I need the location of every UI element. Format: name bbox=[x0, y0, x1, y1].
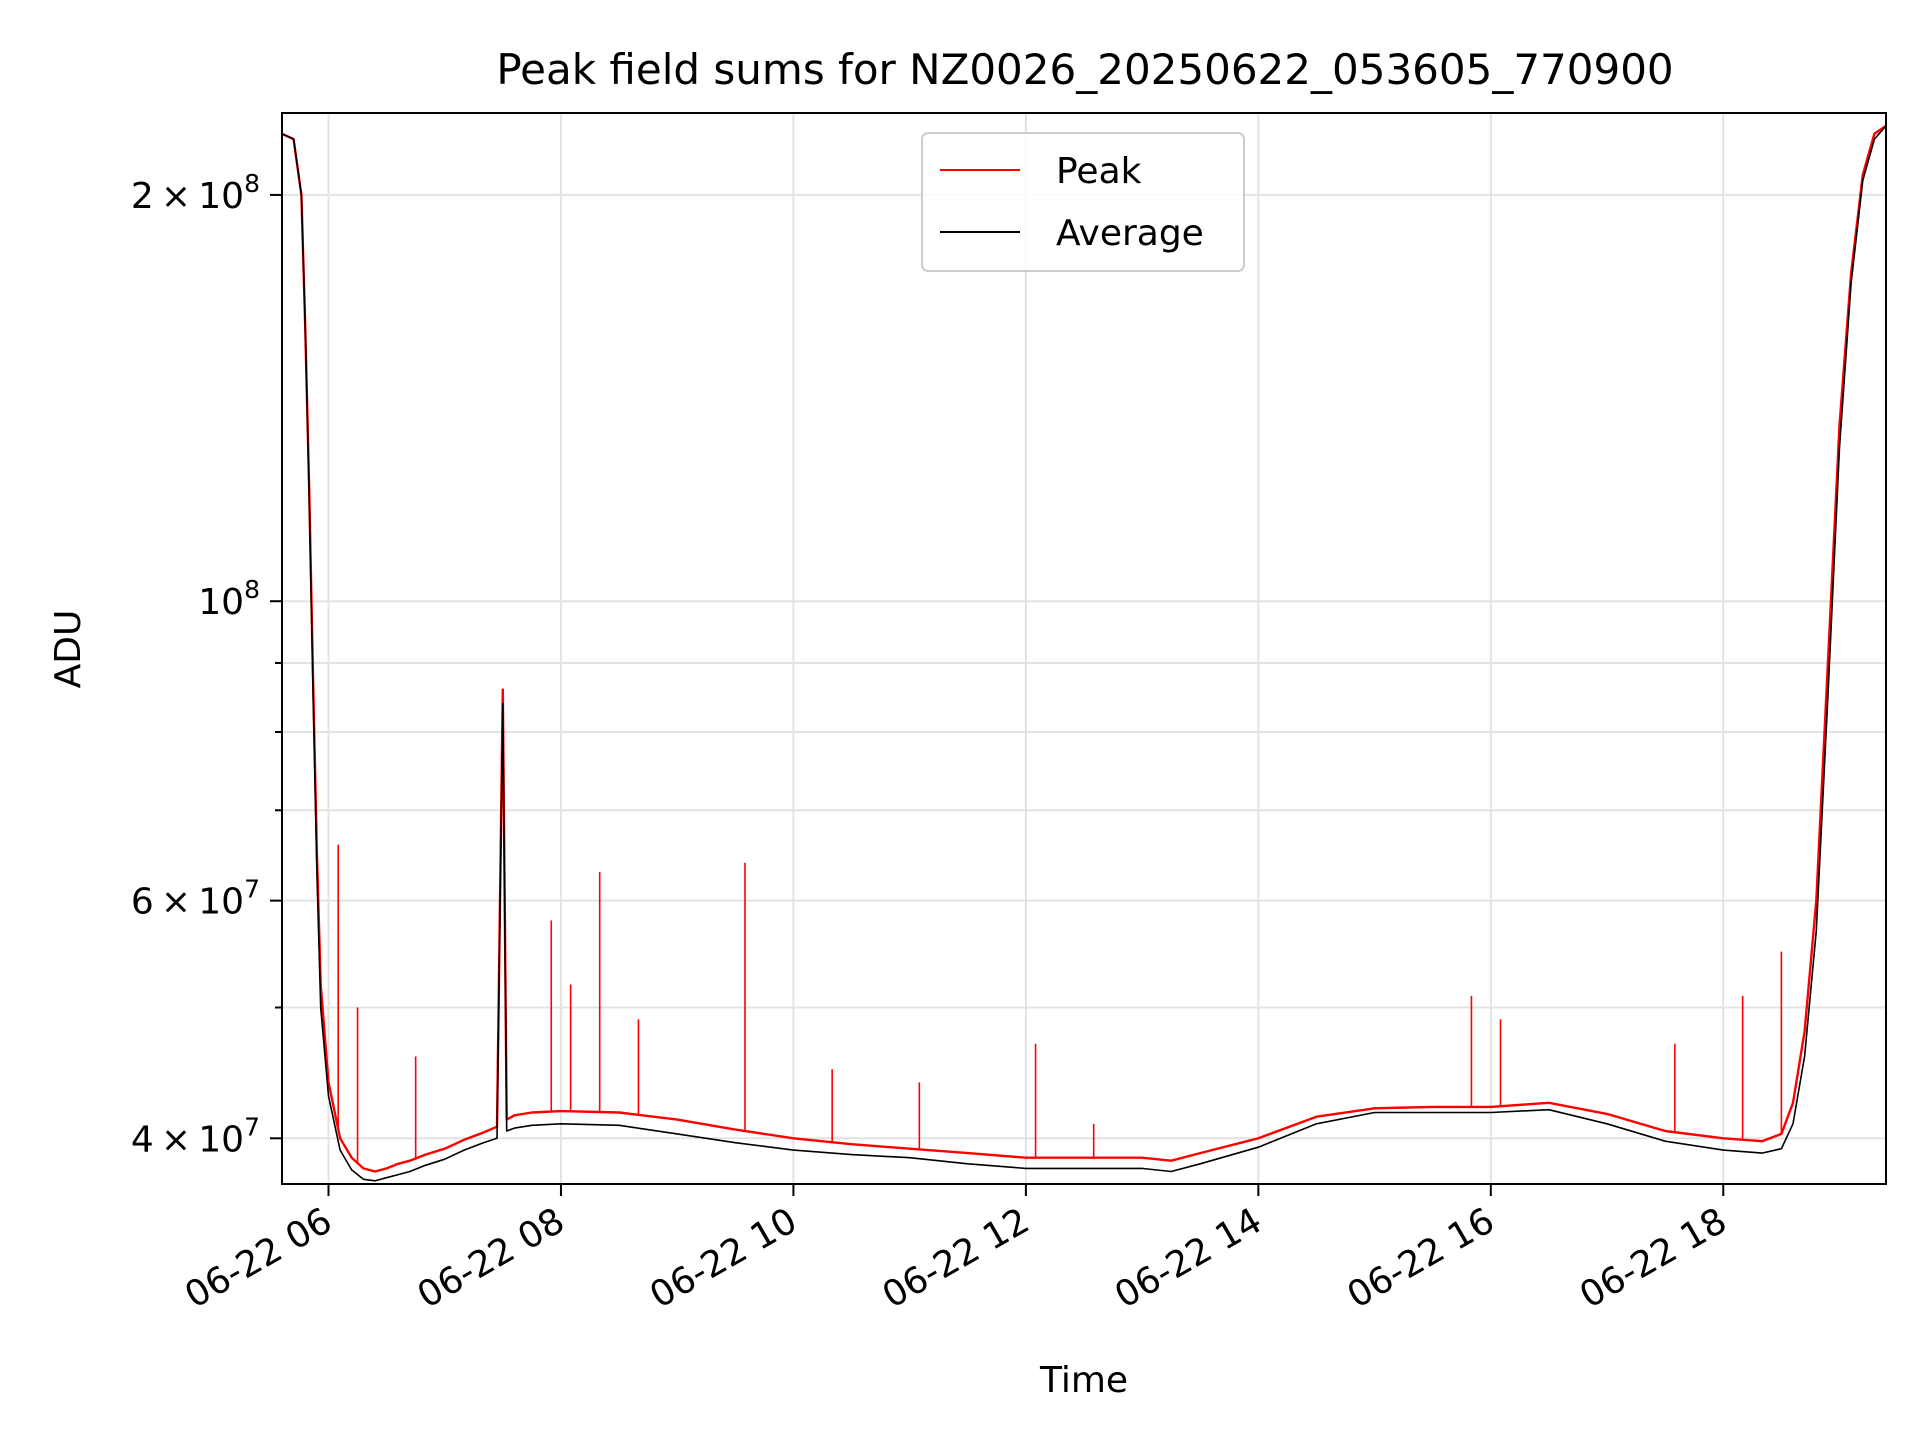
series-line-peak bbox=[281, 124, 1887, 1173]
x-tick-label: 06-22 12 bbox=[876, 1200, 1037, 1316]
x-tick-label: 06-22 16 bbox=[1341, 1200, 1502, 1316]
series-line-average bbox=[281, 125, 1887, 1182]
y-axis: 4 × 107 6 × 107 108 2 × 108 bbox=[131, 169, 282, 1160]
grid bbox=[282, 113, 1886, 1184]
y-axis-label: ADU bbox=[48, 610, 89, 689]
y-tick-label: 2 × 108 bbox=[131, 169, 260, 217]
series-layer bbox=[281, 124, 1887, 1182]
x-tick-label: 06-22 08 bbox=[411, 1200, 572, 1316]
y-tick-label: 108 bbox=[198, 575, 260, 623]
legend: Peak Average bbox=[921, 132, 1245, 272]
x-tick-label: 06-22 06 bbox=[178, 1200, 339, 1316]
x-axis-label: Time bbox=[1039, 1360, 1128, 1401]
x-tick-label: 06-22 14 bbox=[1108, 1200, 1269, 1316]
plot-frame bbox=[281, 112, 1887, 1185]
y-tick-label: 6 × 107 bbox=[131, 875, 260, 923]
x-tick-label: 06-22 18 bbox=[1573, 1200, 1734, 1316]
x-tick-label: 06-22 10 bbox=[643, 1200, 804, 1316]
x-axis: 06-22 06 06-22 08 06-22 10 06-22 12 06-22 14… bbox=[178, 1184, 1734, 1317]
legend-label-average: Average bbox=[1056, 213, 1204, 254]
chart-title: Peak field sums for NZ0026_20250622_0536… bbox=[496, 45, 1673, 94]
legend-label-peak: Peak bbox=[1056, 151, 1142, 192]
legend-box bbox=[921, 132, 1245, 272]
y-tick-label: 4 × 107 bbox=[131, 1112, 260, 1160]
